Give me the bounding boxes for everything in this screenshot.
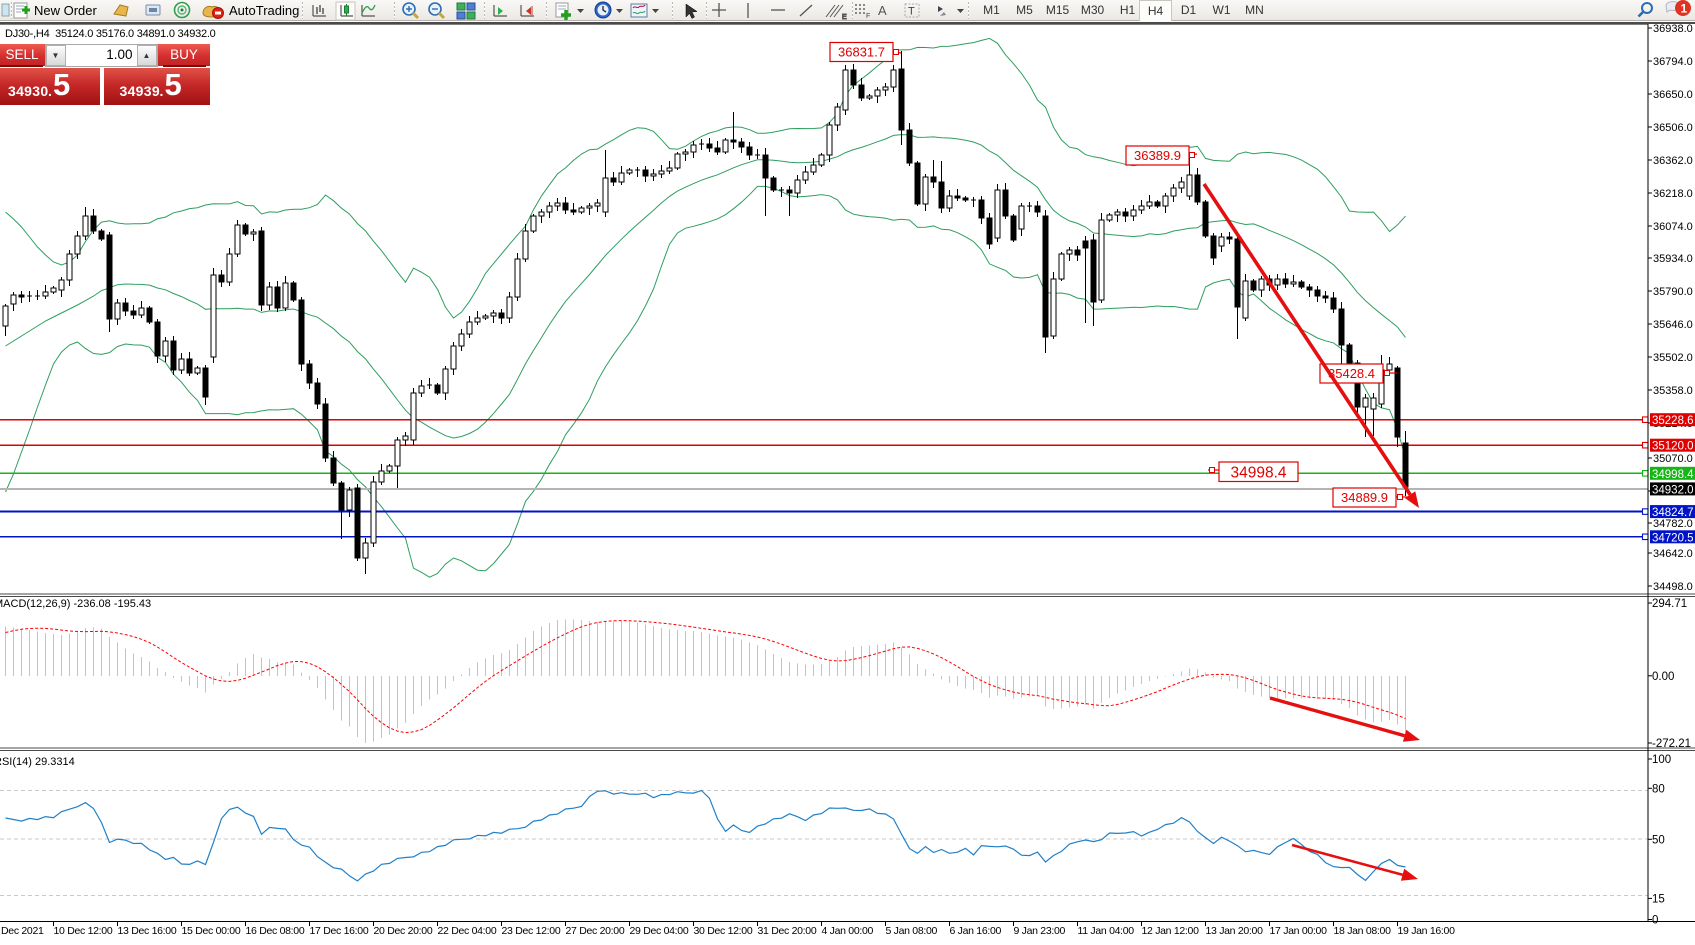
svg-text:80: 80: [1652, 783, 1665, 795]
svg-text:16 Dec 08:00: 16 Dec 08:00: [246, 925, 305, 937]
svg-text:4 Jan 00:00: 4 Jan 00:00: [822, 925, 874, 937]
svg-text:35358.0: 35358.0: [1653, 385, 1693, 397]
svg-text:Dec 2021: Dec 2021: [1, 925, 44, 937]
svg-text:DJ30-,H4 35124.0 35176.0 3489: DJ30-,H4 35124.0 35176.0 34891.0 34932.0: [5, 28, 216, 40]
svg-text:36650.0: 36650.0: [1653, 89, 1693, 101]
svg-text:34998.4: 34998.4: [1230, 464, 1286, 481]
svg-text:15 Dec 00:00: 15 Dec 00:00: [182, 925, 241, 937]
svg-text:T: T: [908, 6, 915, 18]
svg-text:35428.4: 35428.4: [1328, 366, 1375, 381]
svg-text:New Order: New Order: [34, 3, 98, 18]
svg-text:22 Dec 04:00: 22 Dec 04:00: [438, 925, 497, 937]
svg-text:23 Dec 12:00: 23 Dec 12:00: [502, 925, 561, 937]
svg-text:34782.0: 34782.0: [1653, 518, 1693, 530]
svg-text:AutoTrading: AutoTrading: [229, 3, 299, 18]
svg-text:27 Dec 20:00: 27 Dec 20:00: [566, 925, 625, 937]
svg-text:50: 50: [1652, 834, 1665, 846]
svg-text:35934.0: 35934.0: [1653, 253, 1693, 265]
svg-text:E: E: [842, 14, 847, 21]
svg-text:36074.0: 36074.0: [1653, 221, 1693, 233]
svg-text:35790.0: 35790.0: [1653, 286, 1693, 298]
svg-text:29 Dec 04:00: 29 Dec 04:00: [630, 925, 689, 937]
svg-text:6 Jan 16:00: 6 Jan 16:00: [950, 925, 1002, 937]
svg-text:19 Jan 16:00: 19 Jan 16:00: [1398, 925, 1456, 937]
svg-text:36389.9: 36389.9: [1134, 148, 1181, 163]
svg-text:36794.0: 36794.0: [1653, 56, 1693, 68]
svg-text:35646.0: 35646.0: [1653, 319, 1693, 331]
svg-text:100: 100: [1652, 754, 1671, 766]
svg-text:F: F: [866, 13, 870, 20]
svg-text:A: A: [878, 3, 887, 18]
svg-text:35228.6: 35228.6: [1652, 415, 1694, 427]
svg-text:36831.7: 36831.7: [838, 45, 885, 60]
svg-text:9 Jan 23:00: 9 Jan 23:00: [1014, 925, 1066, 937]
svg-text:34824.7: 34824.7: [1652, 507, 1694, 519]
svg-text:10 Dec 12:00: 10 Dec 12:00: [54, 925, 113, 937]
svg-text:31 Dec 20:00: 31 Dec 20:00: [758, 925, 817, 937]
svg-text:1: 1: [1681, 2, 1688, 16]
svg-text:RSI(14) 29.3314: RSI(14) 29.3314: [0, 756, 75, 768]
svg-text:12 Jan 12:00: 12 Jan 12:00: [1142, 925, 1200, 937]
svg-text:34998.4: 34998.4: [1652, 469, 1694, 481]
svg-text:35070.0: 35070.0: [1653, 453, 1693, 465]
svg-text:-272.21: -272.21: [1652, 738, 1691, 750]
svg-text:36506.0: 36506.0: [1653, 122, 1693, 134]
svg-text:294.71: 294.71: [1652, 598, 1687, 610]
svg-text:35120.0: 35120.0: [1652, 441, 1694, 453]
svg-text:36218.0: 36218.0: [1653, 188, 1693, 200]
svg-text:34720.5: 34720.5: [1652, 532, 1694, 544]
svg-text:17 Jan 00:00: 17 Jan 00:00: [1270, 925, 1328, 937]
svg-text:20 Dec 20:00: 20 Dec 20:00: [374, 925, 433, 937]
svg-text:13 Dec 16:00: 13 Dec 16:00: [118, 925, 177, 937]
svg-text:35502.0: 35502.0: [1653, 352, 1693, 364]
svg-text:18 Jan 08:00: 18 Jan 08:00: [1334, 925, 1392, 937]
svg-text:34498.0: 34498.0: [1653, 581, 1693, 593]
svg-text:15: 15: [1652, 893, 1665, 905]
svg-text:34932.0: 34932.0: [1652, 484, 1694, 496]
svg-text:5 Jan 08:00: 5 Jan 08:00: [886, 925, 938, 937]
svg-text:0: 0: [1652, 915, 1658, 927]
svg-text:36938.0: 36938.0: [1653, 23, 1693, 35]
svg-text:36362.0: 36362.0: [1653, 155, 1693, 167]
svg-text:34642.0: 34642.0: [1653, 548, 1693, 560]
svg-text:17 Dec 16:00: 17 Dec 16:00: [310, 925, 369, 937]
svg-text:MACD(12,26,9) -236.08 -195.43: MACD(12,26,9) -236.08 -195.43: [0, 598, 151, 610]
svg-text:13 Jan 20:00: 13 Jan 20:00: [1206, 925, 1264, 937]
svg-text:30 Dec 12:00: 30 Dec 12:00: [694, 925, 753, 937]
svg-text:34889.9: 34889.9: [1341, 490, 1388, 505]
svg-text:0.00: 0.00: [1652, 671, 1674, 683]
svg-text:11 Jan 04:00: 11 Jan 04:00: [1078, 925, 1135, 937]
